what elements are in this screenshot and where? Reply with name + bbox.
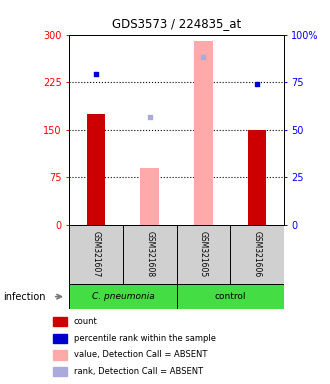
Text: value, Detection Call = ABSENT: value, Detection Call = ABSENT [74, 351, 207, 359]
Text: rank, Detection Call = ABSENT: rank, Detection Call = ABSENT [74, 367, 203, 376]
Text: control: control [214, 292, 246, 301]
Text: GDS3573 / 224835_at: GDS3573 / 224835_at [112, 17, 241, 30]
Text: GSM321608: GSM321608 [145, 231, 154, 278]
Bar [69, 225, 123, 284]
Point [254, 81, 260, 87]
Text: GSM321606: GSM321606 [252, 231, 261, 278]
Point [147, 114, 152, 120]
Bar [53, 334, 67, 343]
Bar [87, 114, 106, 225]
Bar [53, 350, 67, 359]
Text: C. pneumonia: C. pneumonia [91, 292, 154, 301]
Text: percentile rank within the sample: percentile rank within the sample [74, 334, 215, 343]
Text: GSM321605: GSM321605 [199, 231, 208, 278]
Text: count: count [74, 317, 97, 326]
Bar [194, 41, 213, 225]
Text: infection: infection [3, 291, 46, 302]
Bar [53, 367, 67, 376]
Bar [177, 284, 284, 309]
Bar [123, 225, 177, 284]
Point [201, 54, 206, 60]
Bar [177, 225, 230, 284]
Bar [69, 284, 177, 309]
Bar [248, 130, 266, 225]
Bar [230, 225, 284, 284]
Point [93, 71, 99, 78]
Bar [140, 168, 159, 225]
Bar [53, 317, 67, 326]
Text: GSM321607: GSM321607 [92, 231, 101, 278]
